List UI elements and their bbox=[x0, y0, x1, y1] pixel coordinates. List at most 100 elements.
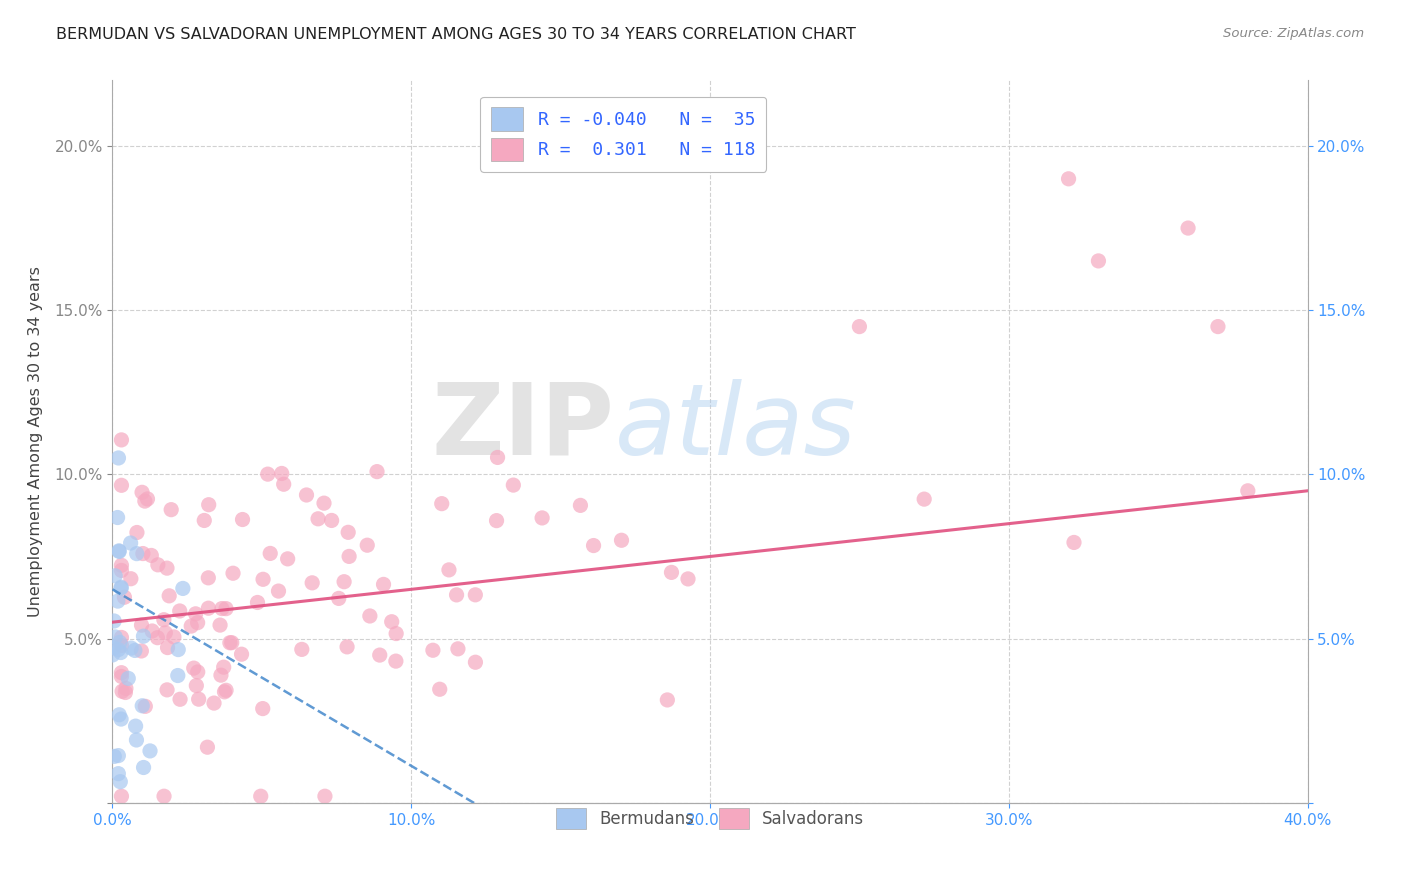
Point bbox=[373, 577, 395, 591]
Point bbox=[153, 789, 176, 804]
Point bbox=[141, 624, 163, 638]
Point bbox=[124, 643, 146, 657]
Point bbox=[291, 642, 314, 657]
Point bbox=[184, 607, 207, 621]
Point bbox=[446, 588, 468, 602]
Point bbox=[107, 450, 129, 465]
Point bbox=[215, 601, 238, 615]
Point bbox=[124, 719, 146, 733]
Point bbox=[336, 640, 359, 654]
Point bbox=[186, 679, 208, 693]
Text: ZIP: ZIP bbox=[432, 378, 614, 475]
Point bbox=[295, 488, 318, 502]
Point bbox=[172, 582, 194, 596]
Point bbox=[131, 618, 153, 632]
Point bbox=[104, 568, 127, 582]
Point bbox=[136, 491, 159, 506]
Point bbox=[582, 539, 605, 553]
Point bbox=[259, 546, 281, 560]
Point bbox=[1057, 171, 1080, 186]
Point bbox=[531, 511, 554, 525]
Point bbox=[676, 572, 699, 586]
Point bbox=[110, 712, 132, 726]
Point bbox=[183, 661, 205, 675]
Point bbox=[252, 701, 274, 715]
Point bbox=[215, 683, 238, 698]
Point bbox=[1237, 483, 1260, 498]
Point bbox=[214, 685, 236, 699]
Point bbox=[212, 660, 235, 674]
Point bbox=[110, 433, 132, 447]
Point bbox=[108, 707, 131, 722]
Point bbox=[270, 467, 292, 481]
Point bbox=[209, 618, 232, 632]
Point bbox=[120, 536, 142, 550]
Point bbox=[429, 682, 451, 697]
Point bbox=[111, 684, 134, 698]
Point bbox=[381, 615, 404, 629]
Point bbox=[110, 478, 132, 492]
Point bbox=[848, 319, 870, 334]
Point bbox=[447, 641, 470, 656]
Point bbox=[912, 492, 935, 507]
Point bbox=[110, 639, 132, 653]
Point bbox=[110, 558, 132, 573]
Point bbox=[430, 497, 453, 511]
Text: BERMUDAN VS SALVADORAN UNEMPLOYMENT AMONG AGES 30 TO 34 YEARS CORRELATION CHART: BERMUDAN VS SALVADORAN UNEMPLOYMENT AMON… bbox=[56, 27, 856, 42]
Point bbox=[187, 615, 209, 630]
Point bbox=[110, 789, 132, 804]
Point bbox=[104, 630, 127, 644]
Point bbox=[657, 693, 679, 707]
Point bbox=[385, 654, 408, 668]
Point bbox=[110, 563, 132, 577]
Point bbox=[155, 625, 177, 640]
Point bbox=[197, 498, 219, 512]
Point bbox=[157, 589, 180, 603]
Point bbox=[314, 789, 336, 804]
Point bbox=[221, 635, 243, 649]
Point bbox=[169, 604, 191, 618]
Point bbox=[114, 685, 136, 699]
Point bbox=[277, 552, 299, 566]
Point bbox=[153, 613, 176, 627]
Point bbox=[1206, 319, 1229, 334]
Point bbox=[359, 609, 381, 624]
Point bbox=[197, 571, 219, 585]
Point bbox=[101, 648, 124, 662]
Point bbox=[222, 566, 245, 581]
Text: atlas: atlas bbox=[614, 378, 856, 475]
Point bbox=[328, 591, 350, 606]
Point bbox=[661, 566, 683, 580]
Point bbox=[166, 668, 188, 682]
Point bbox=[385, 626, 408, 640]
Point bbox=[103, 640, 125, 655]
Point bbox=[117, 672, 139, 686]
Point bbox=[160, 502, 183, 516]
Point bbox=[169, 692, 191, 706]
Point bbox=[209, 668, 232, 682]
Point bbox=[312, 496, 335, 510]
Legend: Bermudans, Salvadorans: Bermudans, Salvadorans bbox=[547, 800, 873, 838]
Point bbox=[146, 631, 169, 645]
Point bbox=[1063, 535, 1085, 549]
Point bbox=[180, 619, 202, 633]
Point bbox=[337, 525, 360, 540]
Point bbox=[485, 514, 508, 528]
Point bbox=[112, 591, 135, 605]
Point bbox=[156, 561, 179, 575]
Point bbox=[103, 614, 125, 628]
Point bbox=[134, 494, 156, 508]
Point bbox=[110, 581, 132, 595]
Point bbox=[267, 584, 290, 599]
Point bbox=[107, 748, 129, 763]
Point bbox=[333, 574, 356, 589]
Point bbox=[156, 682, 179, 697]
Point bbox=[321, 513, 343, 527]
Point bbox=[337, 549, 360, 564]
Point bbox=[131, 644, 153, 658]
Point bbox=[193, 513, 215, 527]
Point bbox=[167, 642, 190, 657]
Point bbox=[107, 594, 129, 608]
Point bbox=[437, 563, 460, 577]
Point bbox=[249, 789, 271, 804]
